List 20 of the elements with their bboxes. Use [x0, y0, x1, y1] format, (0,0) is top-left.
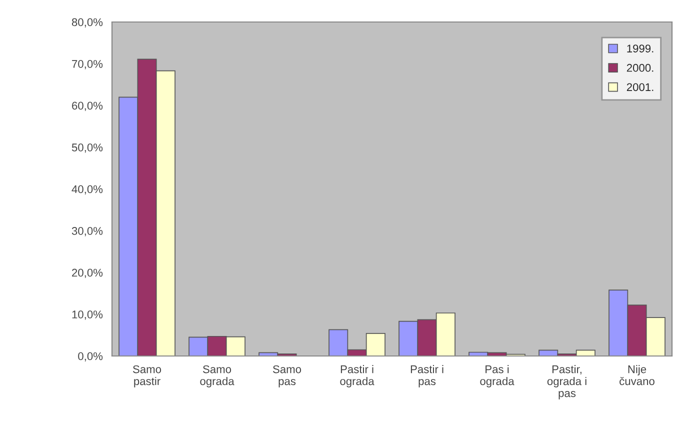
- x-tick-label: Samo ograda: [200, 365, 234, 388]
- y-tick-label: 80,0%: [72, 18, 103, 28]
- x-tick-label: Pastir i ograda: [340, 365, 374, 388]
- y-tick-label: 10,0%: [72, 310, 103, 320]
- x-tick-label: Samo pas: [272, 365, 302, 388]
- x-tick-label: Nije čuvano: [620, 365, 654, 386]
- y-tick-label: 40,0%: [72, 185, 103, 194]
- y-tick-label: 0,0%: [78, 352, 103, 362]
- x-tick-label: Samo pastir: [132, 365, 162, 388]
- legend-label: 2000.: [626, 64, 654, 72]
- y-tick-label: 60,0%: [72, 102, 103, 111]
- y-tick-label: 50,0%: [72, 144, 103, 153]
- x-tick-label: Pas i ograda: [480, 365, 514, 388]
- y-tick-label: 30,0%: [72, 227, 103, 236]
- y-tick-label: 70,0%: [72, 60, 103, 70]
- legend-label: 2001.: [626, 83, 654, 92]
- y-tick-label: 20,0%: [72, 268, 103, 278]
- x-tick-label: Pastir i pas: [410, 365, 444, 388]
- legend-label: 1999.: [627, 44, 654, 52]
- x-tick-label: Pastir, ograda i pas: [547, 365, 586, 400]
